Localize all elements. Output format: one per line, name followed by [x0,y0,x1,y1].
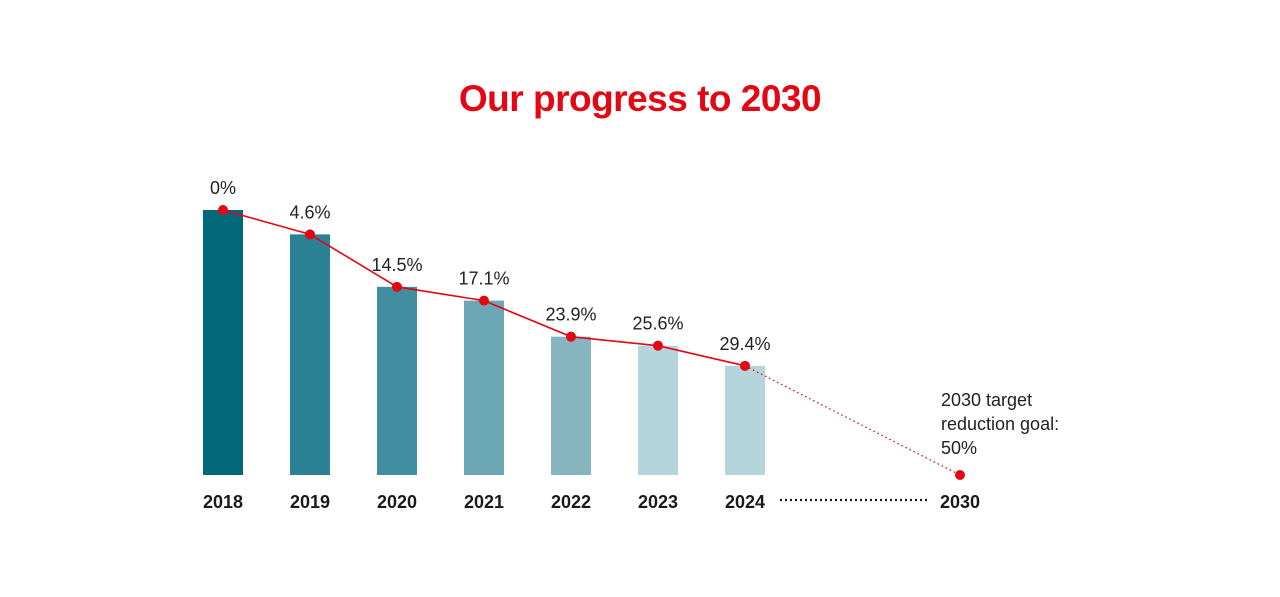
data-point-2021 [479,295,489,306]
bar-2024 [725,365,765,475]
bar-2021 [464,300,504,475]
x-tick-label-2019: 2019 [290,492,330,512]
bar-2022 [551,336,591,475]
x-tick-label-2023: 2023 [638,492,678,512]
value-label-2018: 0% [210,178,236,198]
x-tick-label-2030: 2030 [940,492,980,512]
value-label-2019: 4.6% [289,202,330,222]
data-point-2019 [305,229,315,240]
projection-line [744,365,961,476]
x-tick-label-2024: 2024 [725,492,765,512]
x-tick-label-2021: 2021 [464,492,504,512]
x-tick-label-2020: 2020 [377,492,417,512]
target-annotation-line-3: 50% [941,438,977,458]
bar-2020 [377,286,417,475]
x-tick-label-2022: 2022 [551,492,591,512]
target-annotation-line-2: reduction goal: [941,414,1059,434]
data-point-2018 [218,205,228,215]
data-point-2020 [392,281,402,292]
bar-2023 [638,345,678,475]
data-point-2024 [740,360,750,371]
x-tick-label-2018: 2018 [203,492,243,512]
value-label-2024: 29.4% [719,334,770,354]
value-label-2022: 23.9% [545,305,596,325]
bar-2018 [203,210,243,475]
chart-title: Our progress to 2030 [458,78,822,119]
value-label-2020: 14.5% [371,255,422,275]
value-label-2023: 25.6% [632,314,683,334]
bar-2019 [290,234,330,475]
target-annotation-line-1: 2030 target [941,390,1032,410]
value-label-2021: 17.1% [458,269,509,289]
data-point-2023 [653,340,663,351]
target-point [955,470,965,480]
data-point-2022 [566,331,576,342]
